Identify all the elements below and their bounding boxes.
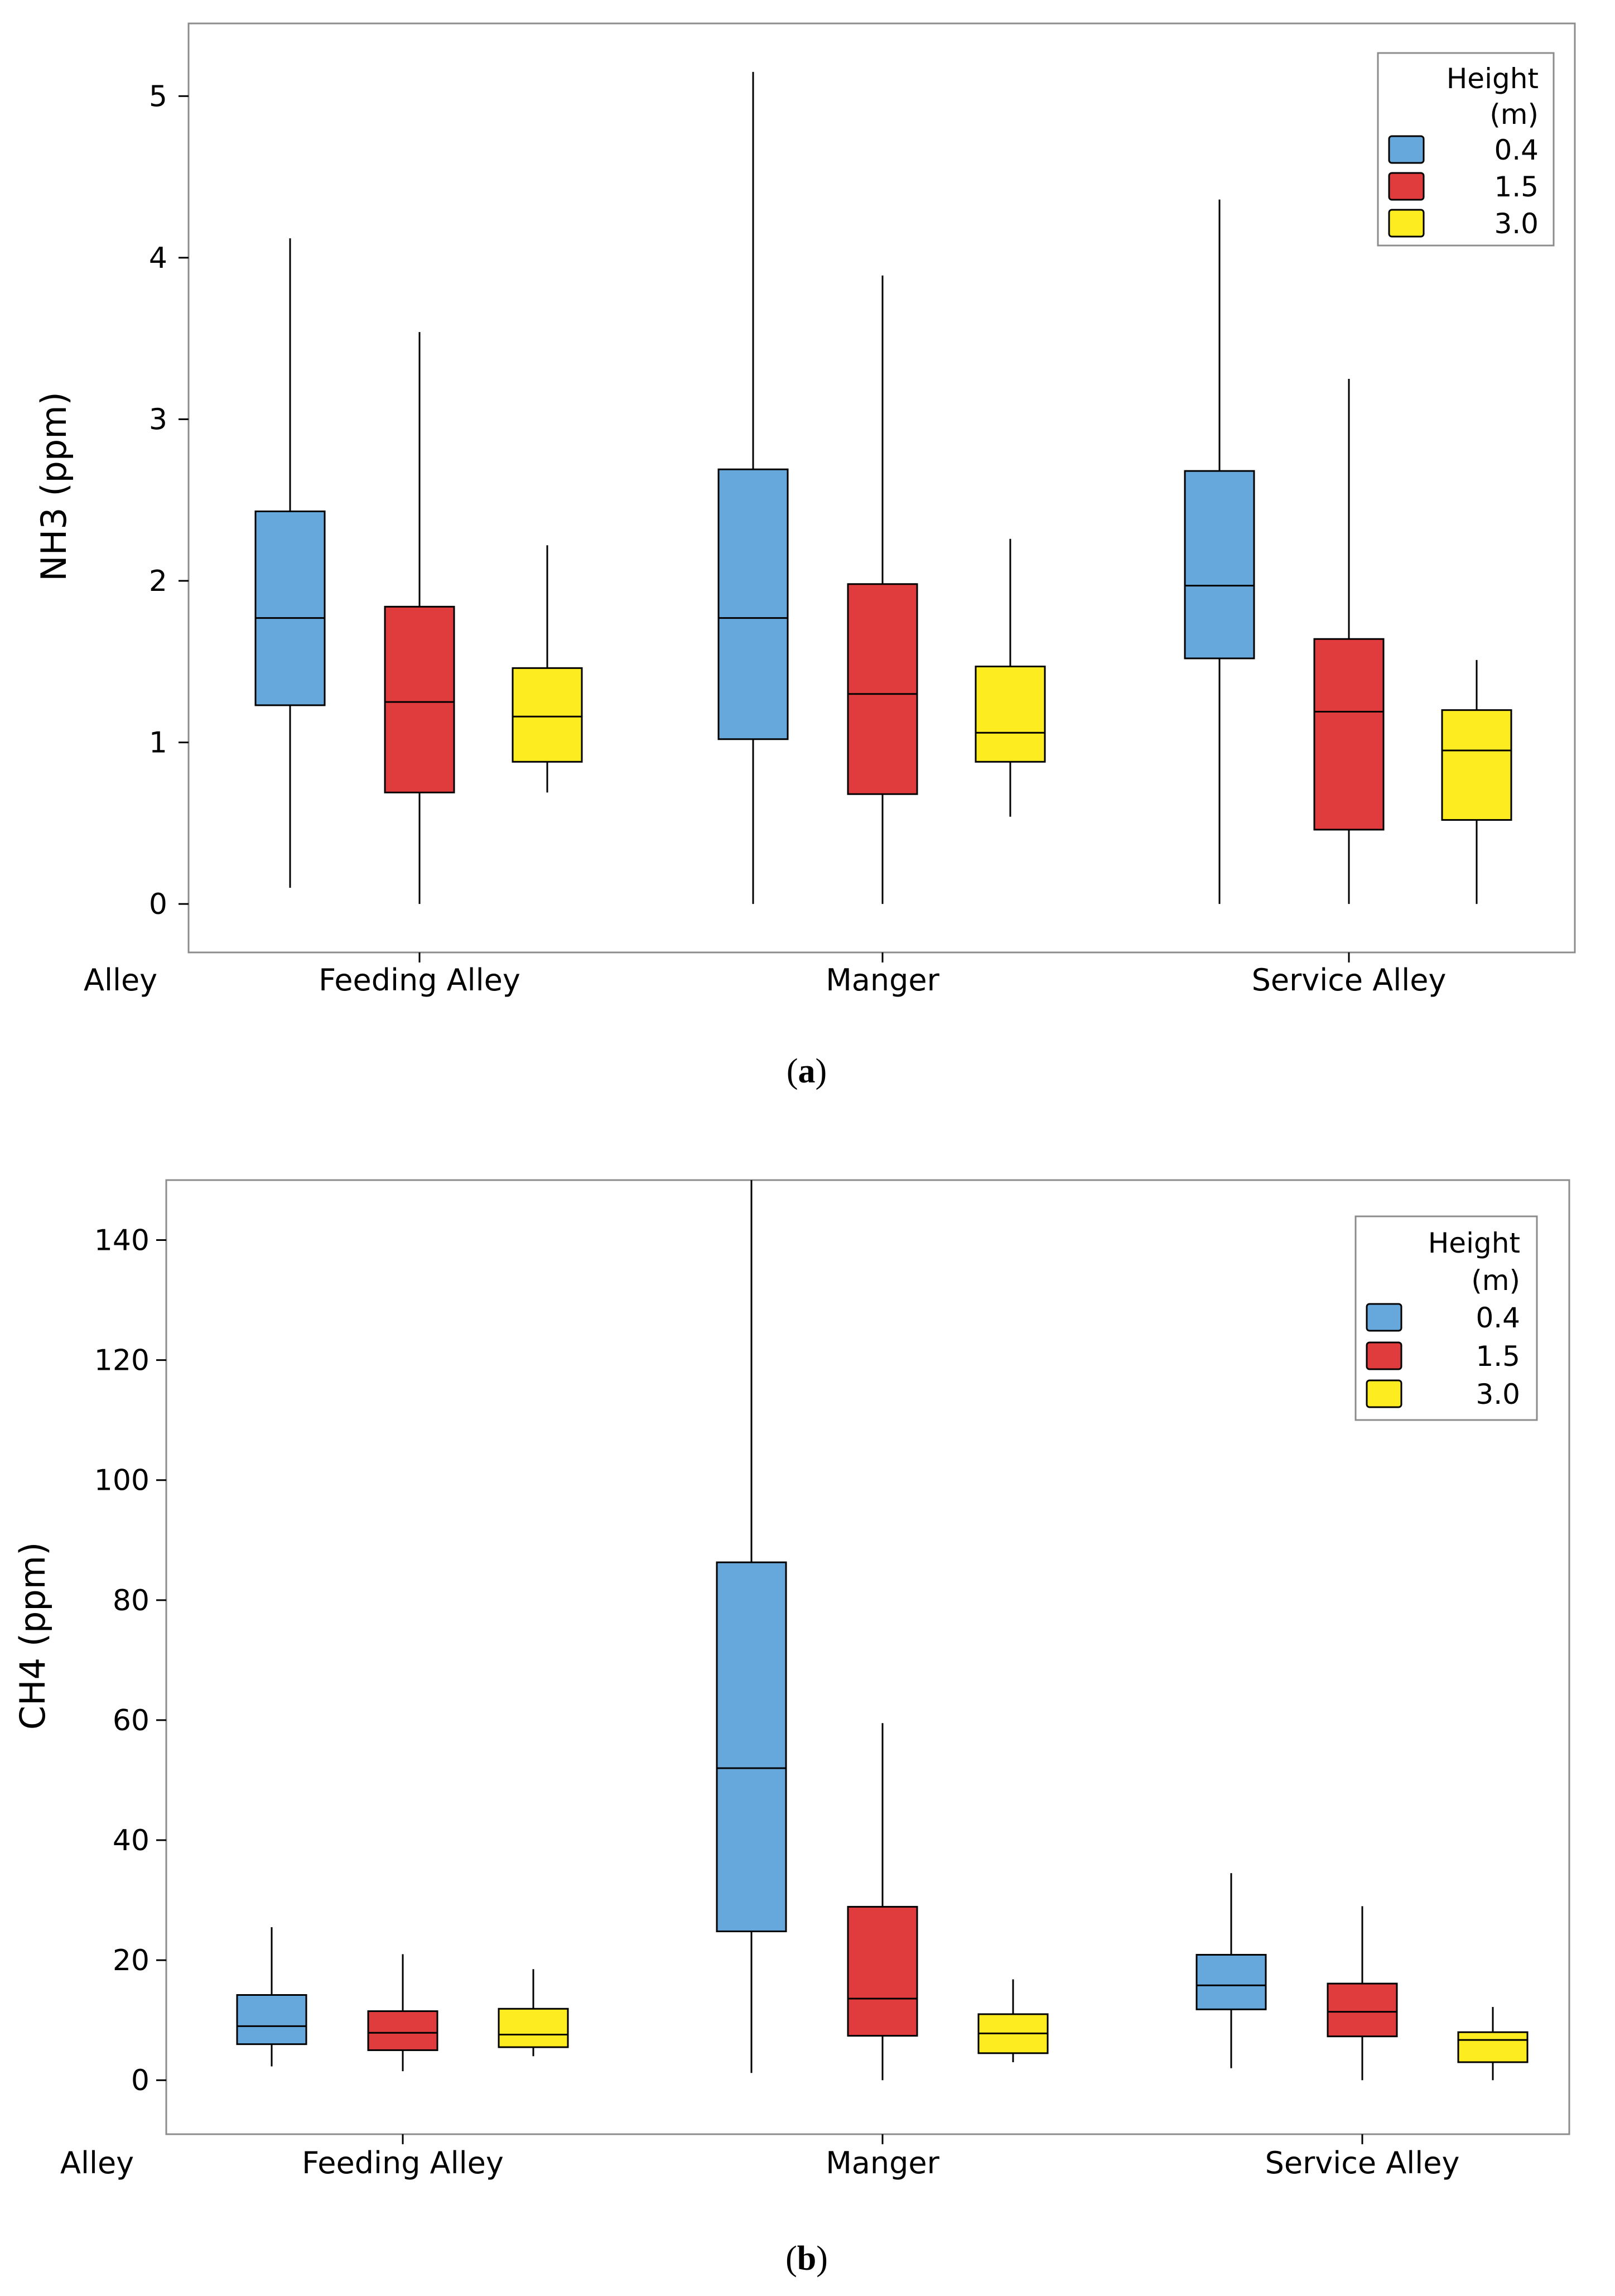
y-tick-label: 100 [94, 1464, 150, 1498]
box-0.4-0 [236, 1927, 307, 2067]
x-category-label: Feeding Alley [302, 2145, 504, 2181]
y-axis-label-a: NH3 (ppm) [33, 392, 74, 581]
y-tick-label: 60 [113, 1704, 150, 1737]
iqr-box [498, 2008, 569, 2048]
legend-swatch [1388, 135, 1425, 164]
legend-swatch [1366, 1341, 1402, 1370]
legend-swatch [1388, 209, 1425, 238]
iqr-box [717, 468, 789, 740]
box-0.4-2 [1184, 199, 1255, 904]
iqr-box [512, 667, 583, 763]
y-tick-label: 40 [113, 1824, 150, 1857]
iqr-box [1184, 470, 1255, 660]
x-category-label: Manger [826, 2145, 939, 2181]
box-3.0-0 [512, 545, 583, 793]
iqr-box [1195, 1953, 1267, 2010]
y-tick-label: 0 [131, 2064, 150, 2097]
iqr-box [847, 583, 918, 795]
y-tick-label: 5 [149, 80, 167, 113]
box-3.0-1 [975, 538, 1046, 817]
x-axis-label-a: Alley [84, 962, 157, 998]
box-1.5-2 [1313, 379, 1385, 904]
box-0.4-1 [716, 1180, 787, 2073]
iqr-box [847, 1905, 918, 2037]
y-tick-label: 0 [149, 888, 167, 921]
iqr-box [1441, 709, 1512, 821]
y-tick-label: 20 [113, 1944, 150, 1977]
chart-panel-a: 0 1 2 3 4 5 NH3 (ppm) Alley Feeding Alley Mang… [33, 22, 1576, 1090]
box-3.0-2 [1457, 2007, 1529, 2081]
iqr-box [254, 510, 326, 706]
legend-swatch [1366, 1379, 1402, 1408]
y-tick-label: 4 [149, 242, 167, 275]
box-3.0-1 [977, 1979, 1049, 2062]
box-3.0-0 [498, 1969, 569, 2057]
y-tick-label: 140 [94, 1224, 150, 1258]
iqr-box [236, 1994, 307, 2045]
iqr-box [367, 2010, 438, 2051]
x-category-label: Manger [826, 962, 939, 998]
iqr-box [975, 665, 1046, 763]
legend-title: Height [1428, 1227, 1520, 1259]
chart-panel-b: 0 20 40 60 80 100 120 140 CH4 (ppm) Alley Feedi… [12, 1179, 1570, 2278]
legend-swatch [1366, 1303, 1402, 1332]
caption-a: (a) [787, 1052, 827, 1090]
legend-label: 3.0 [1494, 208, 1539, 240]
box-0.4-2 [1195, 1873, 1267, 2068]
iqr-box [1313, 638, 1385, 831]
y-tick-label: 1 [149, 726, 167, 760]
box-0.4-1 [717, 71, 789, 904]
legend-label: 1.5 [1494, 171, 1539, 203]
legend-title-unit: (m) [1471, 1264, 1520, 1297]
y-tick-label: 3 [149, 403, 167, 436]
iqr-box [716, 1561, 787, 1932]
x-category-label: Feeding Alley [319, 962, 520, 998]
x-axis-label-b: Alley [60, 2145, 134, 2181]
y-tick-label: 120 [94, 1344, 150, 1378]
box-1.5-0 [384, 332, 455, 904]
iqr-box [1327, 1982, 1398, 2038]
legend-label: 3.0 [1476, 1378, 1520, 1411]
legend-title: Height [1447, 62, 1539, 95]
y-axis-label-b: CH4 (ppm) [12, 1542, 53, 1730]
x-category-label: Service Alley [1265, 2145, 1460, 2181]
iqr-box [384, 605, 455, 793]
box-1.5-0 [367, 1954, 438, 2072]
box-0.4-0 [254, 238, 326, 888]
box-1.5-1 [847, 1723, 918, 2081]
caption-b: (b) [785, 2240, 828, 2278]
y-tick-label: 80 [113, 1584, 150, 1618]
x-category-label: Service Alley [1252, 962, 1447, 998]
legend-swatch [1388, 172, 1425, 201]
box-1.5-2 [1327, 1906, 1398, 2081]
iqr-box [1457, 2031, 1529, 2063]
box-1.5-1 [847, 275, 918, 904]
box-3.0-2 [1441, 660, 1512, 904]
legend-label: 0.4 [1476, 1302, 1520, 1334]
y-tick-label: 2 [149, 565, 167, 598]
legend-label: 0.4 [1494, 134, 1539, 166]
legend-title-unit: (m) [1489, 98, 1539, 131]
legend-label: 1.5 [1476, 1340, 1520, 1373]
